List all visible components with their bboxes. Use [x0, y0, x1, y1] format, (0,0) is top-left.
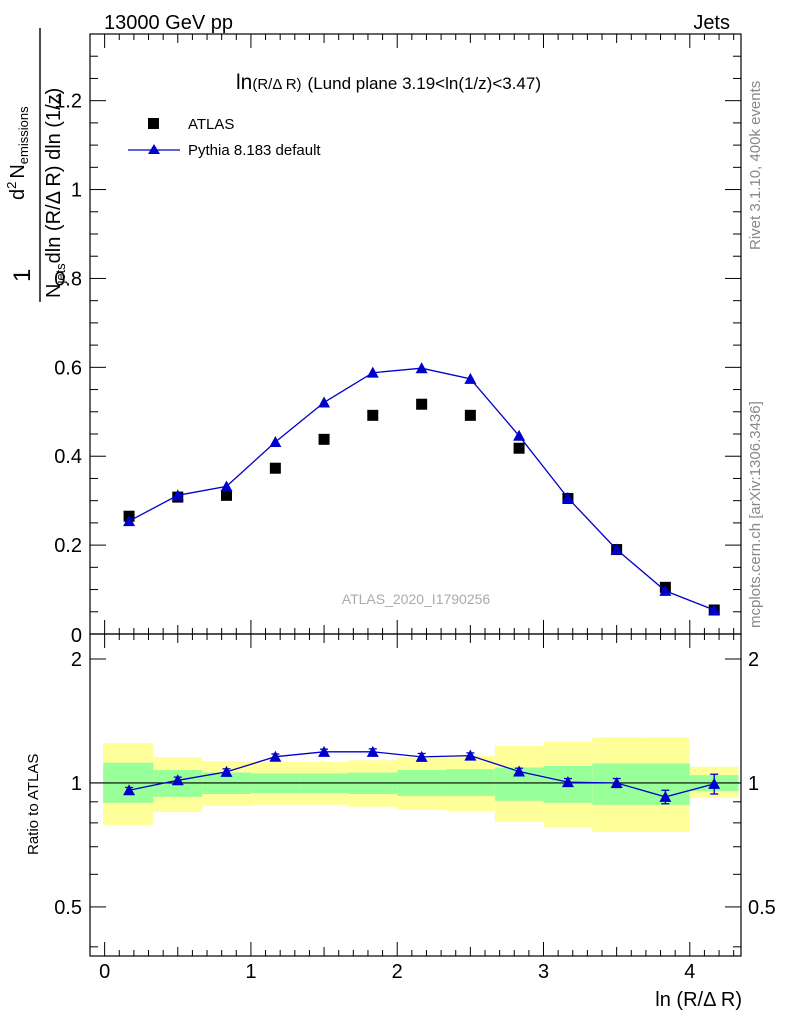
- ratio-y-tick-label-right: 0.5: [748, 897, 776, 919]
- atlas-data-point: [318, 433, 330, 445]
- ratio-marker: [659, 790, 672, 802]
- ylabel-one: 1: [9, 269, 36, 282]
- main-y-tick-label: 0.4: [54, 446, 82, 468]
- ratio-marker: [269, 750, 282, 762]
- main-y-tick-label: 1.2: [54, 91, 82, 113]
- ratio-marker: [366, 745, 379, 757]
- atlas-data-point: [220, 489, 232, 501]
- atlas-data-point: [464, 409, 476, 421]
- atlas-data-point: [367, 409, 379, 421]
- ratio-marker: [561, 776, 574, 788]
- ratio-frame: [89, 633, 742, 957]
- mcplots-label: mcplots.cern.ch [arXiv:1306.3436]: [747, 401, 764, 628]
- pythia-marker: [708, 604, 721, 615]
- pythia-marker: [366, 366, 379, 378]
- pythia-marker: [415, 362, 428, 374]
- ratio-marker: [708, 777, 721, 789]
- ratio-marker: [318, 745, 331, 757]
- ratio-ylabel: Ratio to ATLAS: [25, 754, 42, 855]
- x-tick-label: 0: [99, 961, 110, 983]
- ylabel-numerator: d2Nemissions: [4, 106, 31, 200]
- ratio-marker: [464, 749, 477, 761]
- ratio-marker: [123, 784, 136, 796]
- pythia-marker: [318, 396, 331, 408]
- plot-title: ln(R/Δ R) (Lund plane 3.19<ln(1/z)<3.47): [236, 71, 541, 94]
- ratio-y-tick-label-right: 2: [748, 649, 759, 671]
- pythia-marker: [220, 480, 233, 492]
- ratio-y-tick-label: 2: [71, 649, 82, 671]
- main-panel: 0.2 0.4 0.6 0.8 1 1.2 0: [54, 33, 742, 956]
- legend-atlas-marker: [148, 118, 159, 129]
- legend-pythia-label: Pythia 8.183 default: [188, 142, 321, 159]
- ratio-marker: [171, 774, 184, 786]
- ratio-marker: [513, 765, 526, 777]
- main-y-tick-label: 0.6: [54, 357, 82, 379]
- ratio-y-tick-label: 1: [71, 773, 82, 795]
- analysis-watermark: ATLAS_2020_I1790256: [342, 591, 491, 607]
- x-tick-label: 1: [245, 961, 256, 983]
- rivet-label: Rivet 3.1.10, 400k events: [747, 81, 764, 250]
- pythia-marker: [659, 584, 672, 596]
- main-y-zero-label: 0: [71, 625, 82, 647]
- legend-pythia-marker: [148, 144, 160, 154]
- plot-title-small: (R/Δ R): [252, 76, 301, 93]
- ratio-panel: 0 1 2 3 4 0.5 0.5 1 1 2 2: [54, 633, 776, 983]
- ratio-y-tick-label-right: 1: [748, 773, 759, 795]
- ratio-marker: [415, 750, 428, 762]
- ratio-marker: [220, 765, 233, 777]
- x-tick-label: 4: [684, 961, 695, 983]
- atlas-data-point: [269, 462, 281, 474]
- ratio-marker: [610, 776, 623, 788]
- pythia-marker: [561, 492, 574, 503]
- pythia-marker: [610, 543, 623, 555]
- pythia-marker: [513, 429, 526, 441]
- atlas-data-point: [513, 442, 525, 454]
- main-y-tick-label: 1: [71, 180, 82, 202]
- main-y-tick-label: 0.2: [54, 535, 82, 557]
- pythia-marker: [269, 436, 282, 447]
- plot-title-main: ln: [236, 71, 252, 94]
- x-axis-label: ln (R/Δ R): [655, 989, 742, 1011]
- pythia-marker: [464, 372, 477, 384]
- plot-title-rest: (Lund plane 3.19<ln(1/z)<3.47): [308, 74, 541, 93]
- main-ylabel: 1 d2Nemissions Njetsdln (R/Δ R) dln (1/z…: [4, 28, 68, 302]
- pythia-marker: [171, 489, 184, 501]
- energy-label: 13000 GeV pp: [104, 12, 233, 34]
- process-label: Jets: [693, 12, 730, 34]
- ylabel-denominator: Njetsdln (R/Δ R) dln (1/z): [43, 88, 68, 298]
- x-tick-label: 2: [392, 961, 403, 983]
- pythia-marker: [123, 515, 136, 527]
- x-tick-label: 3: [538, 961, 549, 983]
- ratio-y-tick-label: 0.5: [54, 897, 82, 919]
- atlas-data-point: [416, 398, 428, 410]
- main-y-tick-label: 0.8: [54, 268, 82, 290]
- legend-atlas-label: ATLAS: [188, 116, 234, 133]
